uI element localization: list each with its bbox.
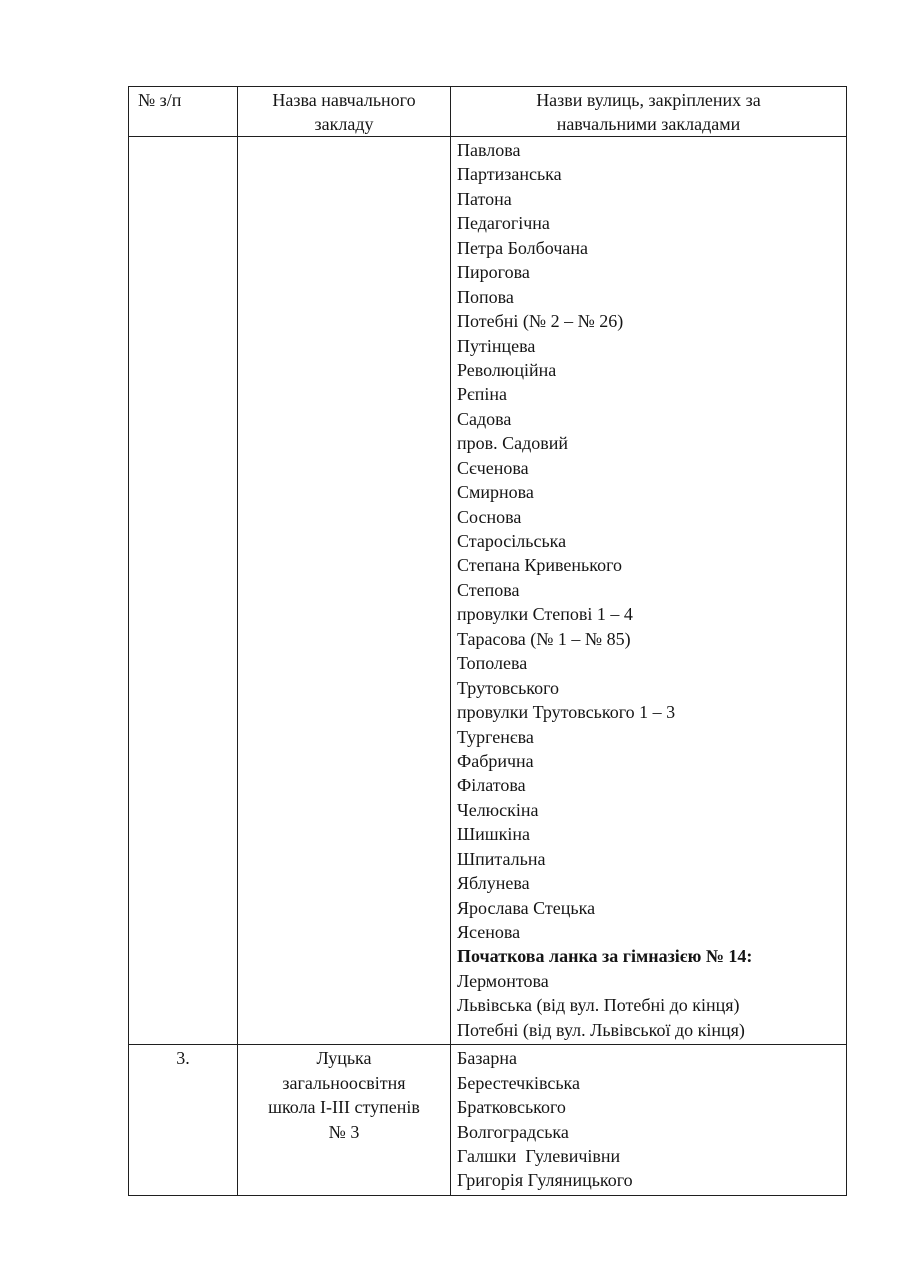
street-item: Садова	[457, 408, 512, 429]
street-item: Лермонтова	[457, 970, 549, 991]
street-item: Галшки Гулевичівни	[457, 1145, 621, 1166]
school-name-cell: Луцька загальноосвітня школа І-ІІІ ступені…	[238, 1045, 451, 1195]
street-item: Братковського	[457, 1097, 566, 1118]
street-item: Потебні (від вул. Львівської до кінця)	[457, 1019, 745, 1040]
street-item: Ясенова	[457, 922, 521, 942]
street-item: Яблунева	[457, 873, 530, 894]
street-item: Смирнова	[457, 482, 534, 503]
street-item: Пирогова	[457, 262, 530, 283]
street-item: Путінцева	[457, 335, 536, 356]
street-item: Соснова	[457, 506, 522, 527]
text-line: закладу	[314, 114, 374, 135]
row-number-cell	[129, 137, 238, 1046]
street-item: Філатова	[457, 775, 526, 796]
text-line: навчальними закладами	[556, 114, 741, 135]
street-item: Старосільська	[457, 531, 567, 551]
street-item: Петра Болбочана	[457, 237, 589, 258]
street-item: Берестечківська	[457, 1072, 581, 1093]
text-line: Назви вулиць, закріплених за	[536, 90, 761, 110]
street-item: Павлова	[457, 140, 521, 160]
text-line: Луцька	[316, 1048, 372, 1069]
street-item: Фабрична	[457, 750, 534, 771]
streets-list-cell: Павлова Партизанська Патона Педагогічна Петр…	[451, 137, 846, 1046]
street-item: Трутовського	[457, 677, 560, 698]
street-item: Степова	[457, 579, 520, 600]
table-header-row: № з/п Назва навчального закладу Назви вул…	[129, 87, 846, 137]
school-name-cell	[238, 137, 451, 1046]
street-item: Тарасова (№ 1 – № 85)	[457, 628, 631, 649]
street-item: Ярослава Стецька	[457, 897, 596, 918]
header-cell-school-name: Назва навчального закладу	[238, 87, 451, 137]
street-item: Патона	[457, 188, 512, 209]
street-item: Партизанська	[457, 164, 562, 185]
row-number-cell: 3.	[129, 1045, 238, 1195]
street-item: Рєпіна	[457, 384, 507, 405]
street-item: Педагогічна	[457, 213, 550, 234]
streets-assignment-table: № з/п Назва навчального закладу Назви вул…	[128, 86, 847, 1196]
street-item: Волгоградська	[457, 1121, 569, 1142]
street-item: провулки Трутовського 1 – 3	[457, 702, 676, 723]
streets-list-cell: Базарна Берестечківська Братковського Волго…	[451, 1045, 846, 1195]
streets-section-heading: Початкова ланка за гімназією № 14:	[457, 946, 753, 967]
street-item: Революційна	[457, 359, 557, 380]
text-line: школа І-ІІІ ступенів	[268, 1097, 420, 1118]
street-item: пров. Садовий	[457, 433, 569, 454]
street-item: Потебні (№ 2 – № 26)	[457, 311, 624, 332]
street-item: Челюскіна	[457, 799, 539, 820]
street-item: Тополева	[457, 653, 528, 674]
street-item: Базарна	[457, 1048, 518, 1069]
text-line: Назва навчального	[272, 90, 416, 110]
street-item: Тургенєва	[457, 726, 534, 747]
street-item: провулки Степові 1 – 4	[457, 604, 633, 625]
header-cell-street-names: Назви вулиць, закріплених за навчальними …	[451, 87, 846, 137]
street-item: Сєченова	[457, 457, 529, 478]
street-item: Шпитальна	[457, 848, 546, 869]
text-line: № з/п	[138, 90, 182, 110]
text-line: № 3	[328, 1121, 360, 1142]
street-item: Попова	[457, 286, 514, 307]
street-item: Степана Кривенького	[457, 555, 622, 576]
street-item: Шишкіна	[457, 824, 531, 845]
street-item: Львівська (від вул. Потебні до кінця)	[457, 995, 740, 1016]
table-row-continuation: Павлова Партизанська Патона Педагогічна Петр…	[129, 137, 846, 1046]
table-row-school-3: 3. Луцька загальноосвітня школа І-ІІІ ступ…	[129, 1045, 846, 1195]
street-item: Григорія Гуляницького	[457, 1170, 633, 1191]
text-line: загальноосвітня	[282, 1072, 406, 1093]
header-cell-number: № з/п	[129, 87, 238, 137]
